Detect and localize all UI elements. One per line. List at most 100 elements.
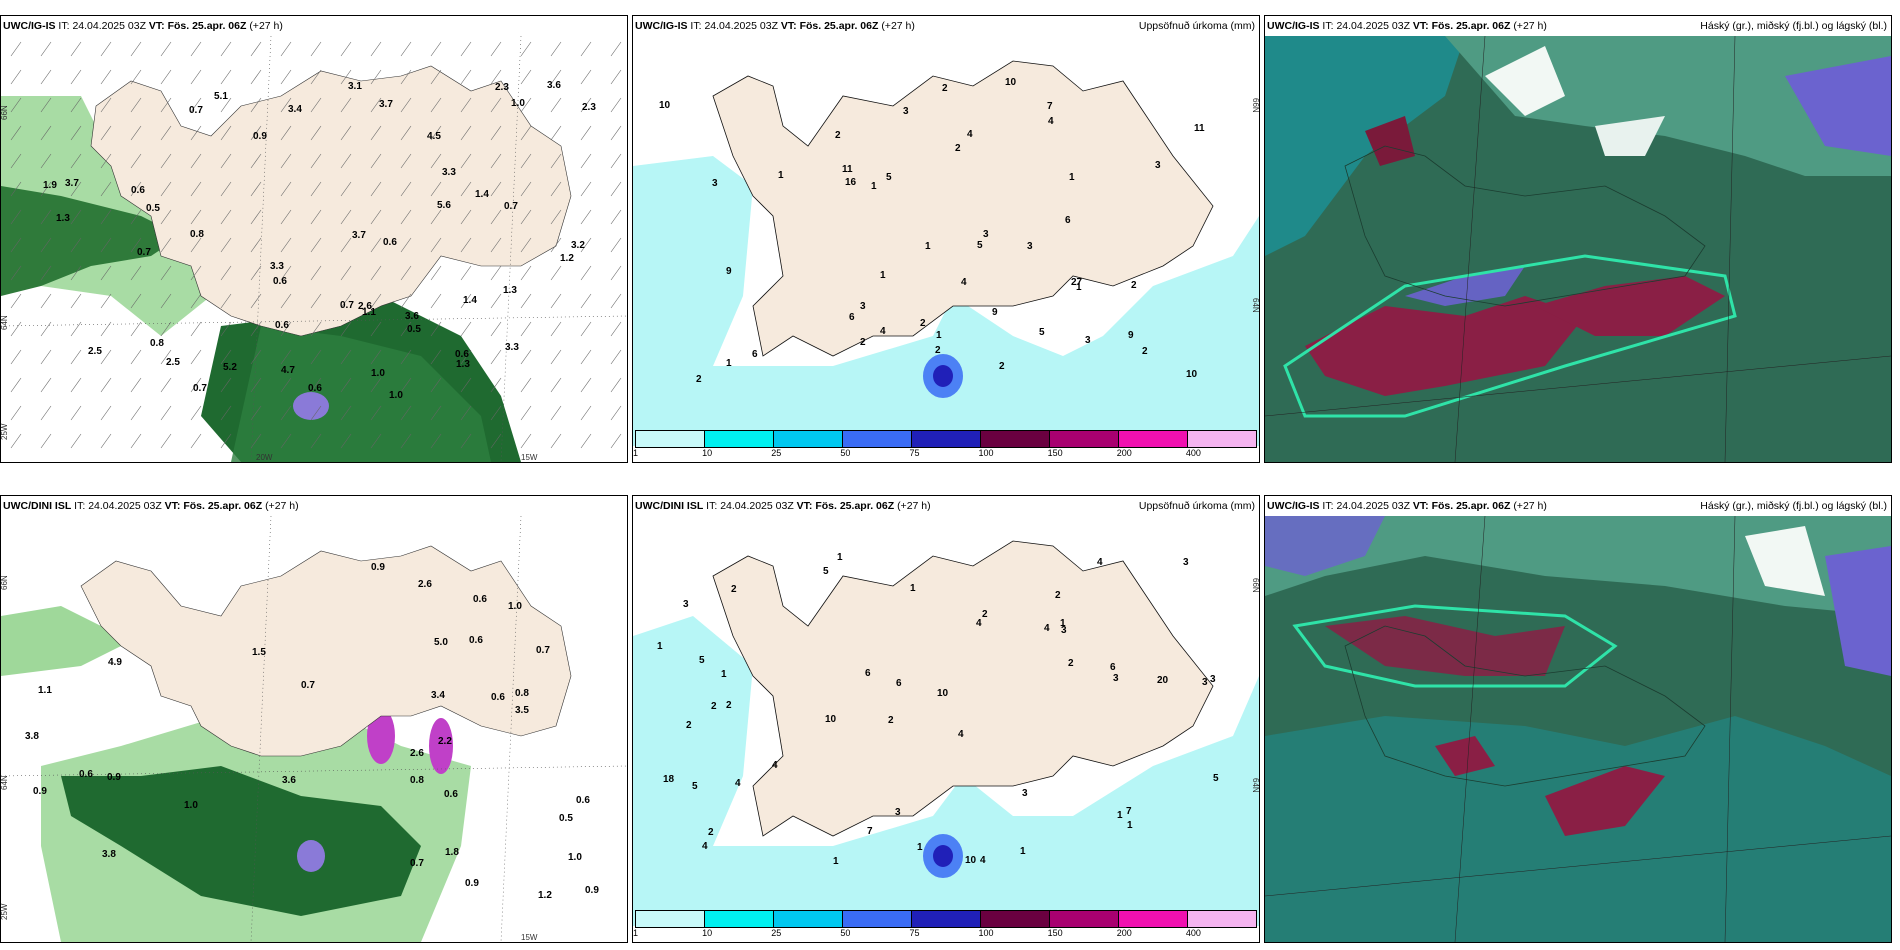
precip-value-label: 1.2 bbox=[560, 253, 574, 264]
wind-barb bbox=[220, 293, 232, 309]
wind-barb bbox=[130, 125, 142, 141]
wind-barb bbox=[10, 153, 22, 169]
precip-value-label: 0.7 bbox=[340, 300, 354, 311]
precip-value-label: 0.7 bbox=[137, 247, 151, 258]
wind-barb bbox=[550, 405, 562, 421]
precip-value-label: 3.6 bbox=[282, 775, 296, 786]
wind-barb bbox=[220, 405, 232, 421]
wind-barb bbox=[490, 377, 502, 393]
vt-label: VT: bbox=[1412, 20, 1429, 32]
wind-barb bbox=[310, 153, 322, 169]
precip-value-label: 2 bbox=[835, 130, 841, 141]
precip-value-label: 2 bbox=[1055, 590, 1061, 601]
wind-barb bbox=[580, 405, 592, 421]
axis-label: 20W bbox=[256, 453, 273, 462]
panel-header: UWC/DINI ISL IT: 24.04.2025 03Z VT: Fös.… bbox=[1, 496, 627, 516]
cloud-red-band bbox=[1305, 296, 1585, 396]
wind-barb bbox=[550, 321, 562, 337]
model-name: UWC/IG-IS bbox=[3, 20, 56, 32]
wind-barb bbox=[70, 209, 82, 225]
colorbar-tick-label: 10 bbox=[702, 448, 713, 458]
wind-barb bbox=[370, 181, 382, 197]
wind-barb bbox=[430, 41, 442, 57]
colorbar-tick-label: 150 bbox=[1047, 928, 1063, 938]
axis-label: 66N bbox=[1, 575, 9, 590]
wind-barb bbox=[280, 153, 292, 169]
precip-value-label: 5 bbox=[886, 172, 892, 183]
precip-value-label: 6 bbox=[849, 312, 855, 323]
axis-label: 25W bbox=[1, 423, 9, 440]
wind-barb bbox=[310, 41, 322, 57]
lead-time: (+27 h) bbox=[881, 20, 915, 32]
wind-barb bbox=[190, 153, 202, 169]
it-label: IT: bbox=[1322, 500, 1334, 512]
wind-barb bbox=[250, 377, 262, 393]
lead-time: (+27 h) bbox=[1513, 20, 1547, 32]
wind-barb bbox=[490, 321, 502, 337]
precip-value-label: 0.5 bbox=[559, 813, 573, 824]
precip-value-label: 0.9 bbox=[253, 131, 267, 142]
wind-barb bbox=[130, 153, 142, 169]
wind-barb bbox=[490, 153, 502, 169]
wind-barb bbox=[550, 209, 562, 225]
wind-barb bbox=[400, 349, 412, 365]
wind-barb bbox=[550, 41, 562, 57]
wind-barb bbox=[190, 97, 202, 113]
cloud-mid-band bbox=[1445, 36, 1891, 176]
it-label: IT: bbox=[58, 20, 70, 32]
wind-barb bbox=[220, 377, 232, 393]
precip-value-label: 11 bbox=[1194, 123, 1205, 134]
wind-barb bbox=[460, 153, 472, 169]
map-area bbox=[1265, 516, 1891, 942]
colorbar-tick-label: 200 bbox=[1116, 928, 1132, 938]
precip-value-label: 0.9 bbox=[371, 562, 385, 573]
axis-label: 64N bbox=[1, 775, 9, 790]
it-value: 24.04.2025 03Z bbox=[1336, 500, 1410, 512]
precip-value-label: 1 bbox=[837, 552, 843, 563]
precip-value-label: 0.6 bbox=[455, 349, 469, 360]
wind-barb bbox=[160, 153, 172, 169]
wind-barb bbox=[580, 237, 592, 253]
precip-value-label: 2.3 bbox=[495, 82, 509, 93]
wind-barb bbox=[340, 321, 352, 337]
wind-barb bbox=[550, 181, 562, 197]
precip-value-label: 2.6 bbox=[418, 579, 432, 590]
cloud-white-patch bbox=[1485, 46, 1565, 116]
wind-barb bbox=[10, 377, 22, 393]
precip-value-label: 7 bbox=[1126, 806, 1132, 817]
wind-barb bbox=[190, 321, 202, 337]
precip-value-label: 5 bbox=[977, 240, 983, 251]
wind-barb bbox=[70, 377, 82, 393]
wind-barb bbox=[130, 209, 142, 225]
precip-core bbox=[367, 708, 395, 764]
wind-barb bbox=[130, 433, 142, 449]
wind-barb bbox=[10, 433, 22, 449]
precip-value-label: 2 bbox=[1131, 280, 1137, 291]
wind-barb bbox=[190, 41, 202, 57]
precip-value-label: 3.3 bbox=[505, 342, 519, 353]
precip-shading-sea bbox=[633, 616, 1259, 926]
wind-barb bbox=[520, 293, 532, 309]
colorbar-swatch bbox=[1050, 431, 1119, 447]
cloud-blue-patch bbox=[1265, 516, 1385, 576]
precip-core bbox=[293, 392, 329, 420]
precip-value-label: 4 bbox=[880, 326, 886, 337]
wind-barb bbox=[220, 69, 232, 85]
wind-barb bbox=[460, 293, 472, 309]
precip-value-label: 2 bbox=[1142, 346, 1148, 357]
wind-barb bbox=[610, 433, 622, 449]
wind-barb bbox=[280, 69, 292, 85]
precip-value-label: 6 bbox=[752, 349, 758, 360]
precip-value-label: 3 bbox=[1085, 335, 1091, 346]
wind-barb bbox=[400, 405, 412, 421]
precip-core bbox=[297, 840, 325, 872]
glacier-precip-core-inner bbox=[933, 845, 953, 867]
wind-barb bbox=[70, 69, 82, 85]
precip-value-label: 1.0 bbox=[389, 390, 403, 401]
wind-barb bbox=[400, 265, 412, 281]
colorbar-swatch bbox=[705, 431, 774, 447]
precip-value-label: 2.6 bbox=[358, 301, 372, 312]
precip-value-label: 1 bbox=[721, 669, 727, 680]
wind-barb bbox=[490, 433, 502, 449]
